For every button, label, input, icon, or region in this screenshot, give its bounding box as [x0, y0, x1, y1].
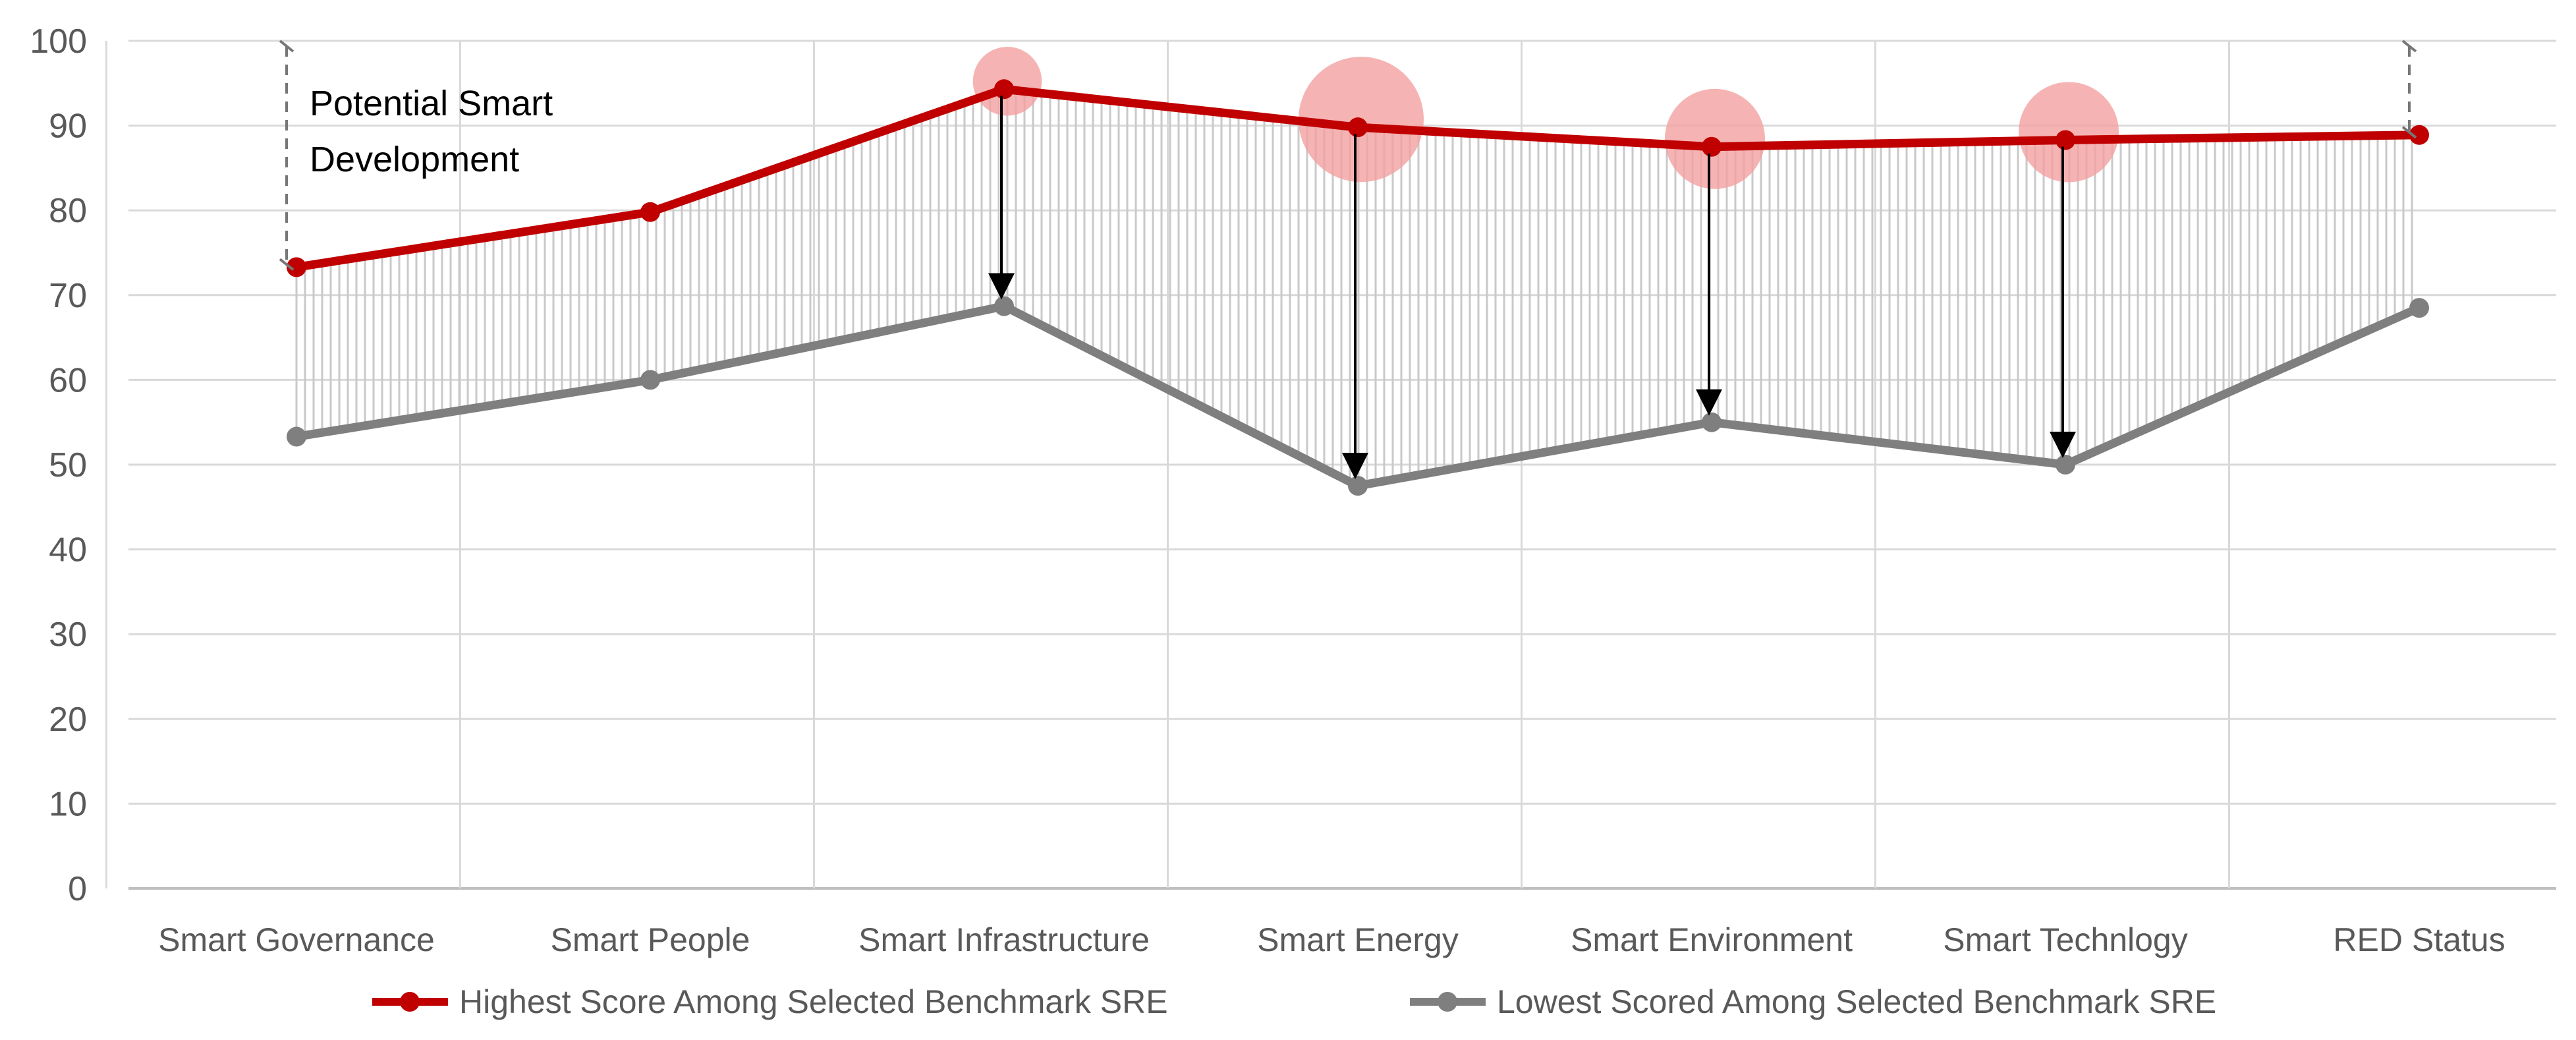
x-tick-label: Smart Infrastructure — [858, 921, 1150, 958]
legend: Highest Score Among Selected Benchmark S… — [372, 983, 2216, 1020]
y-tick-label: 0 — [68, 870, 87, 908]
range-hatch — [295, 89, 2413, 486]
y-tick-label: 20 — [49, 701, 87, 739]
range-bracket-cap — [279, 40, 294, 53]
data-point-highest — [287, 257, 306, 277]
gap-arrows — [279, 40, 2417, 480]
series-lines — [287, 79, 2429, 496]
x-tick-label: Smart Energy — [1257, 921, 1459, 958]
data-point-highest — [640, 202, 660, 222]
x-tick-label: RED Status — [2333, 921, 2505, 958]
y-tick-label: 30 — [49, 616, 87, 654]
data-point-highest — [2056, 130, 2075, 150]
x-tick-label: Smart People — [551, 921, 750, 958]
annotation-line-2: Development — [310, 140, 519, 179]
axis-labels: 0 10 20 30 40 50 60 70 80 90 100 Smart Governance Sm… — [30, 22, 2505, 958]
legend-label-lowest: Lowest Scored Among Selected Benchmark S… — [1497, 983, 2216, 1020]
y-tick-label: 80 — [49, 192, 87, 230]
range-bracket-cap — [279, 258, 294, 271]
y-tick-label: 90 — [49, 107, 87, 146]
x-tick-label: Smart Environment — [1571, 921, 1853, 958]
x-tick-label: Smart Technlogy — [1943, 921, 2187, 958]
y-tick-label: 10 — [49, 785, 87, 823]
range-bracket-cap — [2401, 40, 2417, 53]
annotation: Potential Smart Development — [310, 84, 553, 179]
legend-label-highest: Highest Score Among Selected Benchmark S… — [459, 983, 1168, 1020]
data-point-lowest — [994, 296, 1014, 316]
legend-marker-highest — [400, 992, 420, 1012]
data-point-lowest — [2409, 298, 2429, 318]
data-point-lowest — [287, 426, 306, 447]
data-point-highest — [994, 79, 1014, 100]
y-tick-label: 60 — [49, 361, 87, 399]
data-point-highest — [1348, 117, 1368, 138]
data-point-highest — [1702, 136, 1722, 157]
data-point-lowest — [1702, 412, 1722, 432]
y-tick-label: 100 — [30, 22, 87, 61]
data-point-lowest — [1348, 476, 1368, 496]
y-tick-label: 40 — [49, 531, 87, 569]
x-tick-label: Smart Governance — [158, 921, 435, 958]
legend-marker-lowest — [1438, 992, 1457, 1012]
y-tick-label: 70 — [49, 277, 87, 315]
y-tick-label: 50 — [49, 446, 87, 484]
data-point-highest — [2409, 125, 2429, 145]
annotation-line-1: Potential Smart — [310, 84, 553, 123]
data-point-lowest — [640, 370, 660, 390]
range-bracket-cap — [2401, 126, 2417, 139]
data-point-lowest — [2056, 455, 2075, 475]
